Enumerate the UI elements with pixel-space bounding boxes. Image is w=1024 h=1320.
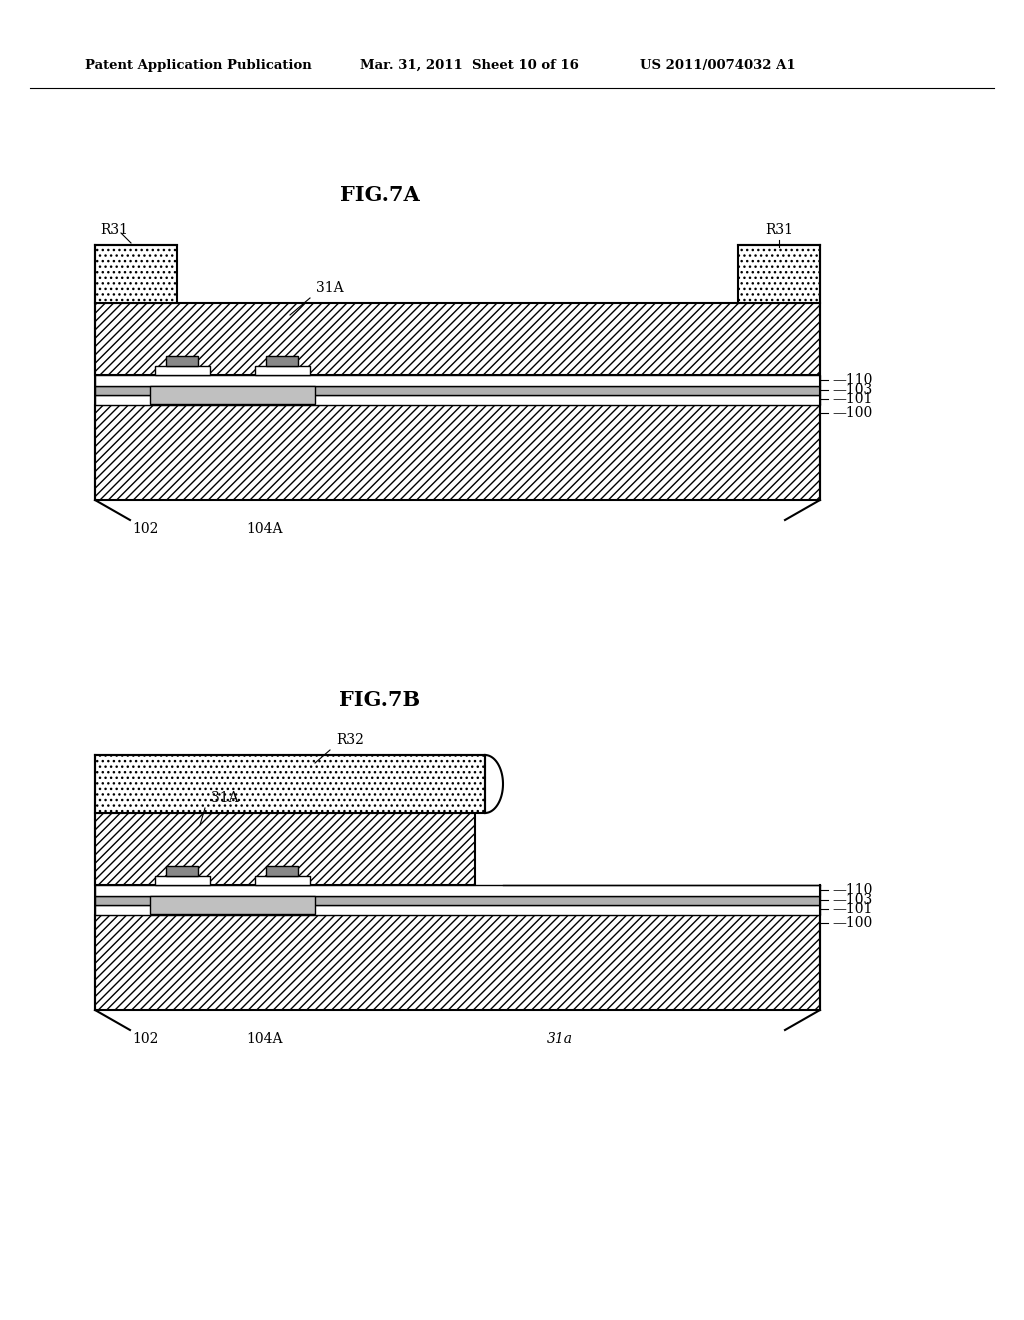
Text: 102: 102 bbox=[132, 1032, 158, 1045]
Bar bbox=[95, 906, 820, 915]
Bar bbox=[166, 866, 198, 876]
Text: Mar. 31, 2011  Sheet 10 of 16: Mar. 31, 2011 Sheet 10 of 16 bbox=[360, 58, 579, 71]
Bar bbox=[95, 405, 820, 500]
Bar bbox=[266, 866, 298, 876]
Bar bbox=[95, 896, 820, 906]
Bar bbox=[95, 915, 820, 1010]
Text: FIG.7B: FIG.7B bbox=[339, 690, 421, 710]
Text: 104A: 104A bbox=[247, 521, 284, 536]
Text: 31A: 31A bbox=[211, 791, 239, 805]
Text: —101: —101 bbox=[831, 392, 872, 407]
Text: —100: —100 bbox=[831, 916, 872, 931]
Text: Patent Application Publication: Patent Application Publication bbox=[85, 58, 311, 71]
Text: —110: —110 bbox=[831, 883, 872, 898]
Bar bbox=[155, 366, 210, 375]
Bar bbox=[95, 304, 820, 375]
Text: 31a: 31a bbox=[547, 1032, 573, 1045]
Bar bbox=[155, 876, 210, 884]
Text: R32: R32 bbox=[336, 733, 364, 747]
Bar bbox=[738, 246, 820, 304]
Bar bbox=[150, 385, 315, 404]
Bar bbox=[95, 246, 177, 304]
Bar bbox=[95, 884, 820, 896]
Text: R31: R31 bbox=[100, 223, 128, 238]
Text: US 2011/0074032 A1: US 2011/0074032 A1 bbox=[640, 58, 796, 71]
Bar bbox=[95, 375, 820, 385]
Text: —100: —100 bbox=[831, 407, 872, 420]
Bar bbox=[95, 813, 475, 884]
Text: FIG.7A: FIG.7A bbox=[340, 185, 420, 205]
Bar bbox=[95, 385, 820, 395]
Bar bbox=[95, 755, 485, 813]
Text: 104A: 104A bbox=[247, 1032, 284, 1045]
Text: R31: R31 bbox=[765, 223, 793, 238]
Bar bbox=[150, 896, 315, 913]
Text: —103: —103 bbox=[831, 383, 872, 397]
Bar bbox=[255, 366, 310, 375]
Bar bbox=[95, 395, 820, 405]
Text: 102: 102 bbox=[132, 521, 158, 536]
Text: —101: —101 bbox=[831, 902, 872, 916]
Text: —103: —103 bbox=[831, 894, 872, 907]
Text: —110: —110 bbox=[831, 374, 872, 387]
Text: 31A: 31A bbox=[316, 281, 344, 294]
Bar bbox=[166, 356, 198, 366]
Bar bbox=[255, 876, 310, 884]
Bar bbox=[266, 356, 298, 366]
